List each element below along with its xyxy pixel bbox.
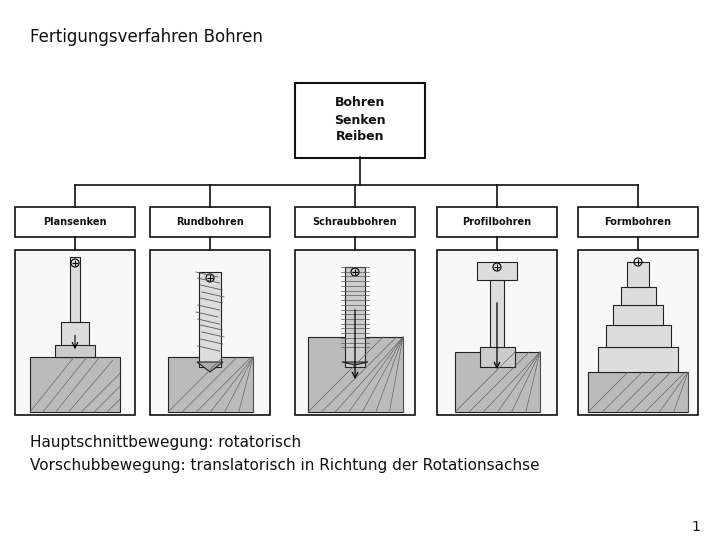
Text: Schraubbohren: Schraubbohren <box>312 217 397 227</box>
Text: Profilbohren: Profilbohren <box>462 217 531 227</box>
Bar <box>308 337 403 412</box>
Text: Hauptschnittbewegung: rotatorisch: Hauptschnittbewegung: rotatorisch <box>30 435 301 450</box>
Text: Plansenken: Plansenken <box>43 217 107 227</box>
Text: 1: 1 <box>691 520 700 534</box>
Bar <box>480 347 515 367</box>
Bar <box>150 207 270 237</box>
Bar <box>606 325 671 347</box>
Bar <box>295 207 415 237</box>
Bar <box>613 305 663 325</box>
Bar <box>455 352 540 412</box>
Bar <box>55 345 95 357</box>
Text: Rundbohren: Rundbohren <box>176 217 244 227</box>
Bar <box>621 287 656 305</box>
Bar <box>150 250 270 415</box>
Bar <box>168 357 253 412</box>
Text: Vorschubbewegung: translatorisch in Richtung der Rotationsachse: Vorschubbewegung: translatorisch in Rich… <box>30 458 539 473</box>
Bar <box>437 250 557 415</box>
Bar <box>295 83 425 158</box>
Bar <box>70 257 80 322</box>
Bar <box>477 262 517 280</box>
Bar <box>578 250 698 415</box>
Polygon shape <box>197 362 223 372</box>
Bar <box>30 357 120 412</box>
Polygon shape <box>342 362 368 365</box>
Bar <box>61 322 89 357</box>
Bar <box>437 207 557 237</box>
Bar <box>598 347 678 372</box>
Bar <box>578 207 698 237</box>
Text: Bohren
Senken
Reiben: Bohren Senken Reiben <box>334 97 386 144</box>
Bar <box>15 207 135 237</box>
Bar <box>295 250 415 415</box>
Bar <box>345 267 365 367</box>
Bar <box>490 280 504 355</box>
Bar <box>588 372 688 412</box>
Text: Formbohren: Formbohren <box>605 217 672 227</box>
Bar <box>627 262 649 287</box>
Bar <box>199 272 221 367</box>
Bar <box>15 250 135 415</box>
Text: Fertigungsverfahren Bohren: Fertigungsverfahren Bohren <box>30 28 263 46</box>
